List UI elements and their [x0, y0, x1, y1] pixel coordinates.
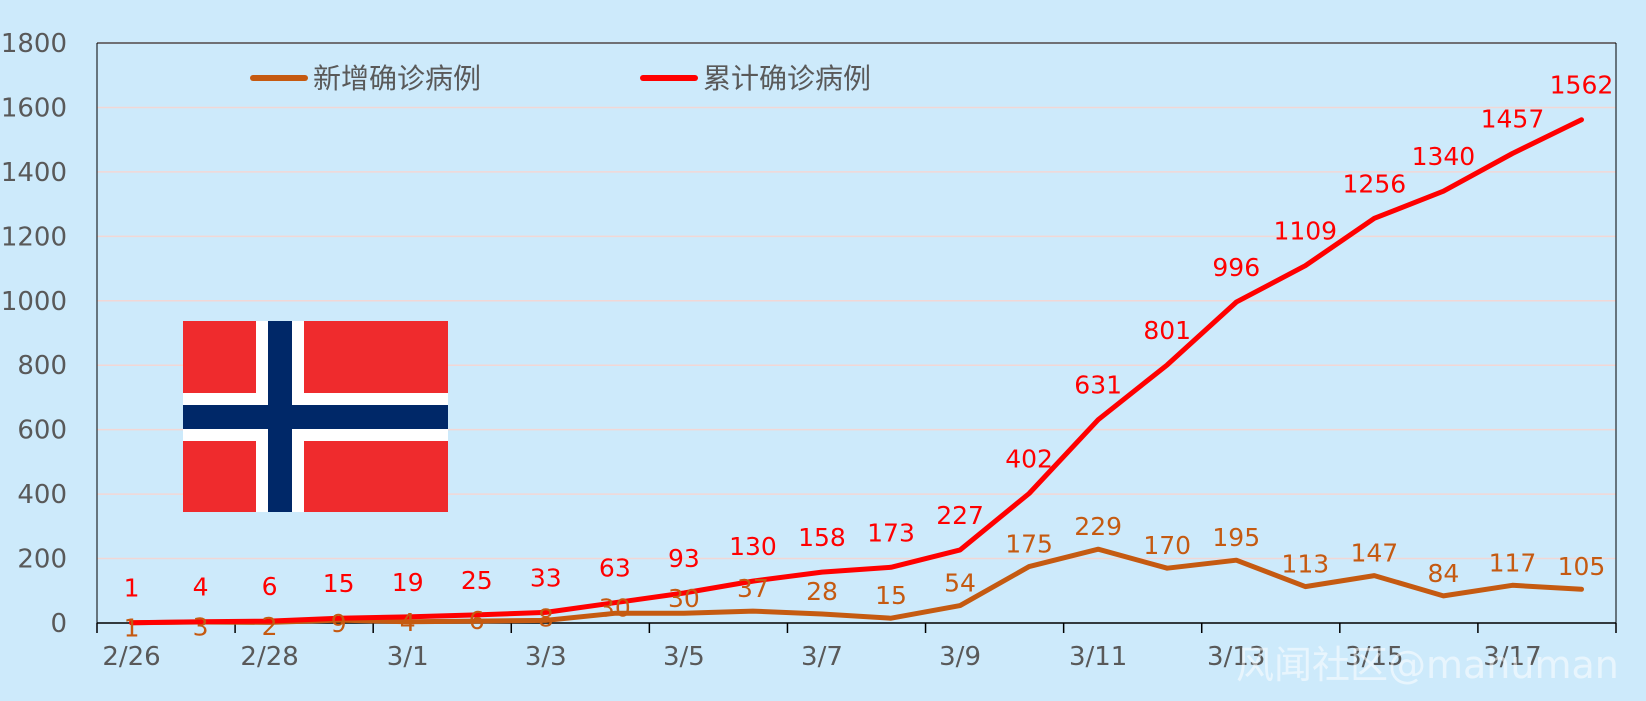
x-tick-label: 3/3	[525, 642, 567, 672]
data-label-new-cases: 117	[1489, 548, 1537, 577]
data-label-cumulative-cases: 1	[124, 574, 140, 603]
data-label-cumulative-cases: 173	[867, 518, 915, 547]
data-label-new-cases: 229	[1074, 512, 1122, 541]
legend-label-new-cases: 新增确诊病例	[313, 62, 481, 95]
data-label-cumulative-cases: 1340	[1412, 142, 1476, 171]
watermark-text: 风闻社区@manuman	[1236, 643, 1619, 687]
data-label-new-cases: 84	[1427, 559, 1459, 588]
y-tick-label: 1000	[1, 287, 67, 317]
data-label-new-cases: 4	[400, 608, 416, 637]
data-label-cumulative-cases: 1109	[1273, 217, 1337, 246]
data-label-new-cases: 105	[1558, 552, 1606, 581]
data-label-new-cases: 37	[737, 574, 769, 603]
x-tick-label: 3/15	[1345, 642, 1403, 672]
data-label-cumulative-cases: 402	[1005, 444, 1053, 473]
data-label-new-cases: 1	[124, 614, 140, 643]
data-label-new-cases: 54	[944, 569, 976, 598]
y-tick-label: 1400	[1, 158, 67, 188]
data-label-cumulative-cases: 33	[530, 563, 562, 592]
x-tick-label: 2/28	[240, 642, 298, 672]
axes	[96, 42, 1617, 633]
x-tick-label: 3/7	[801, 642, 843, 672]
data-label-cumulative-cases: 1562	[1550, 71, 1614, 100]
y-tick-label: 1200	[1, 222, 67, 252]
y-tick-label: 200	[17, 545, 67, 575]
legend: 新增确诊病例 累计确诊病例	[250, 62, 871, 95]
data-label-new-cases: 8	[538, 603, 554, 632]
data-label-new-cases: 30	[599, 594, 631, 623]
data-label-new-cases: 113	[1281, 550, 1329, 579]
x-tick-label: 3/17	[1483, 642, 1541, 672]
data-label-cumulative-cases: 6	[262, 572, 278, 601]
data-label-new-cases: 9	[331, 609, 347, 638]
data-label-new-cases: 170	[1143, 531, 1191, 560]
data-label-cumulative-cases: 93	[668, 544, 700, 573]
y-tick-label: 1800	[1, 29, 67, 59]
legend-label-cumulative-cases: 累计确诊病例	[703, 62, 871, 95]
data-label-cumulative-cases: 25	[461, 566, 493, 595]
data-label-new-cases: 195	[1212, 523, 1260, 552]
data-label-cumulative-cases: 15	[323, 569, 355, 598]
data-label-cumulative-cases: 4	[193, 573, 209, 602]
data-label-cumulative-cases: 63	[599, 554, 631, 583]
data-label-cumulative-cases: 631	[1074, 371, 1122, 400]
y-tick-labels: 0 200 400 600 800 1000 1200 1400 1600 1800	[1, 29, 67, 639]
data-labels: 1 3 2 9 4 6 8 30 30 37 28 15 54 175 229 170 195 113 147 84 1…	[124, 71, 1614, 643]
y-tick-label: 0	[50, 609, 67, 639]
x-tick-labels: 2/26 2/28 3/1 3/3 3/5 3/7 3/9 3/11 3/13 3/15 3/17	[102, 642, 1541, 672]
data-label-new-cases: 3	[193, 613, 209, 642]
series-line-cumulative-cases	[129, 117, 1584, 626]
x-tick-label: 3/5	[663, 642, 705, 672]
y-tick-label: 800	[17, 351, 67, 381]
norway-flag	[183, 321, 448, 512]
data-label-new-cases: 15	[875, 581, 907, 610]
series-lines	[129, 117, 1584, 626]
data-label-new-cases: 2	[262, 612, 278, 641]
x-tick-label: 3/13	[1207, 642, 1265, 672]
x-tick-label: 3/1	[387, 642, 429, 672]
x-tick-label: 3/9	[939, 642, 981, 672]
data-label-cumulative-cases: 996	[1212, 253, 1260, 282]
data-label-new-cases: 147	[1350, 539, 1398, 568]
data-label-new-cases: 175	[1005, 530, 1053, 559]
x-tick-label: 2/26	[102, 642, 160, 672]
flag-blue-cross-horizontal	[183, 405, 448, 429]
data-label-cumulative-cases: 19	[392, 568, 424, 597]
data-label-new-cases: 30	[668, 584, 700, 613]
x-tick-label: 3/11	[1069, 642, 1127, 672]
y-tick-label: 1600	[1, 93, 67, 123]
y-tick-label: 400	[17, 480, 67, 510]
data-label-cumulative-cases: 130	[729, 532, 777, 561]
data-label-cumulative-cases: 158	[798, 523, 846, 552]
data-label-cumulative-cases: 227	[936, 501, 984, 530]
data-label-new-cases: 6	[469, 606, 485, 635]
y-tick-label: 600	[17, 416, 67, 446]
data-label-cumulative-cases: 801	[1143, 316, 1191, 345]
series-line-new-cases	[129, 546, 1584, 626]
data-label-new-cases: 28	[806, 577, 838, 606]
data-label-cumulative-cases: 1256	[1343, 169, 1407, 198]
data-label-cumulative-cases: 1457	[1481, 105, 1545, 134]
